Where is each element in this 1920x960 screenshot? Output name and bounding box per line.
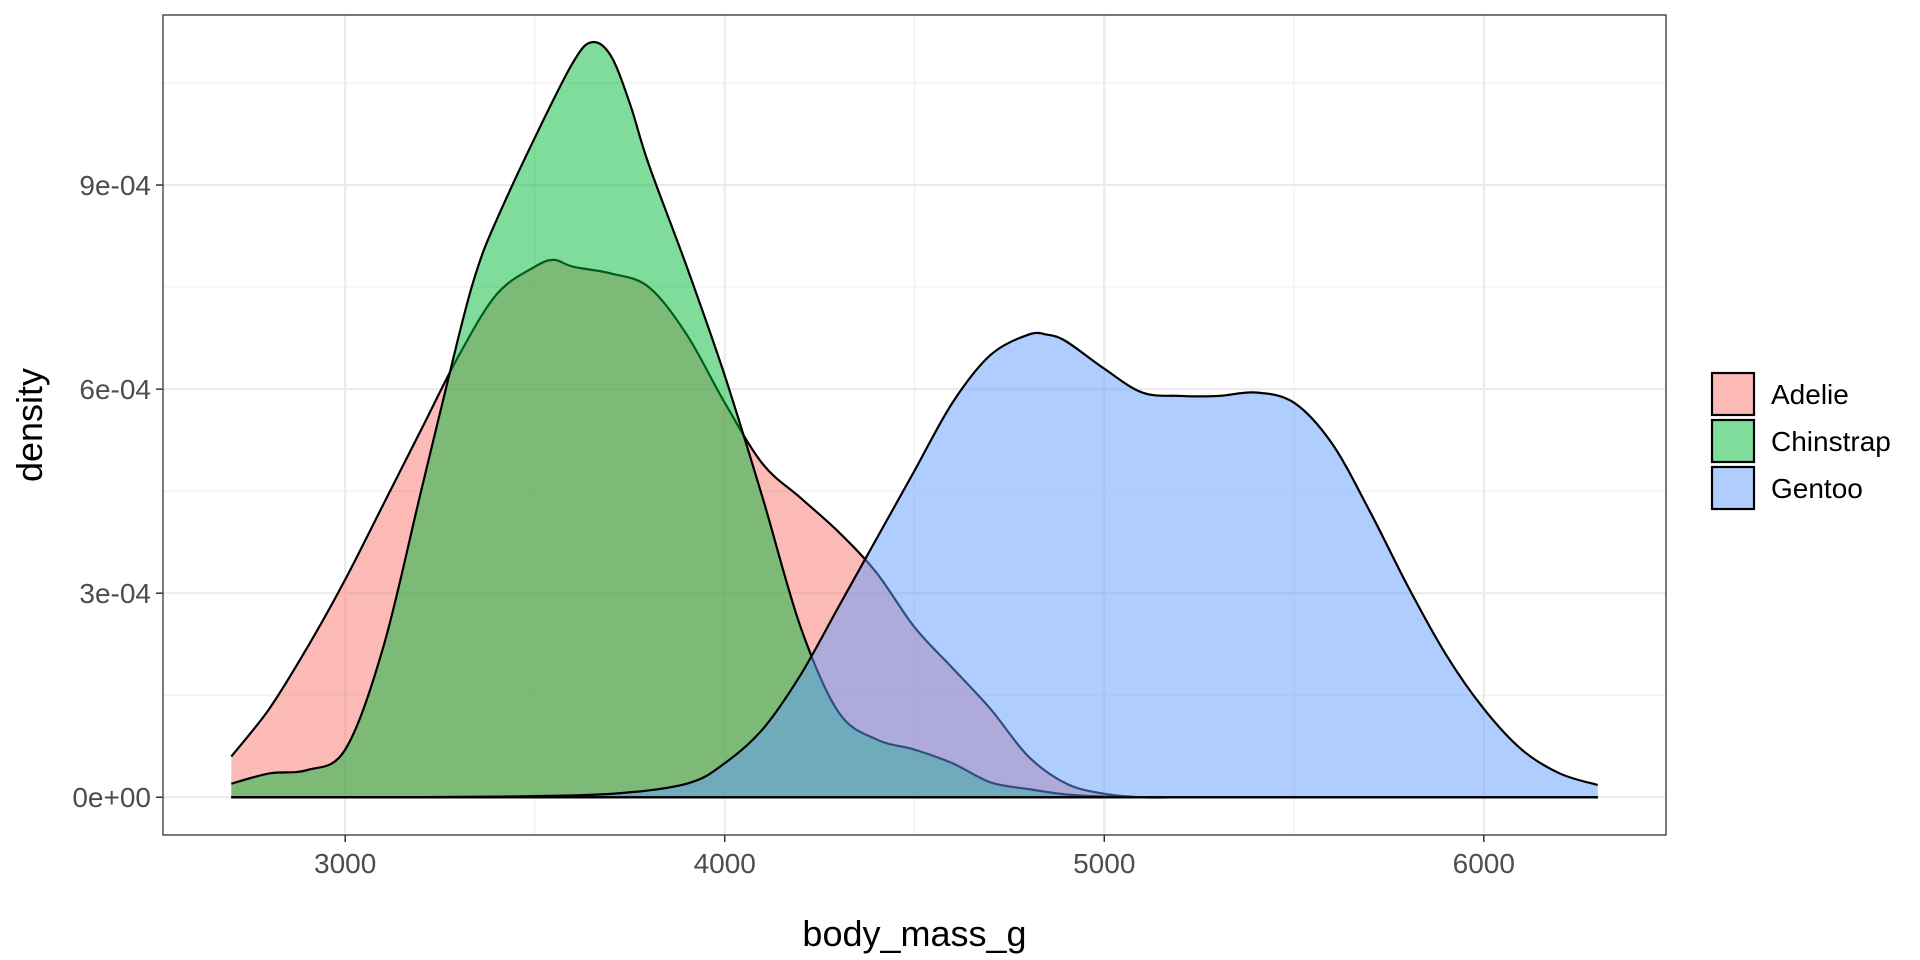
density-line-gentoo bbox=[231, 331, 1598, 799]
legend-swatch-adelie bbox=[1710, 371, 1756, 417]
y-tick-label: 9e-04 bbox=[79, 170, 151, 201]
y-tick-label: 3e-04 bbox=[79, 578, 151, 609]
x-axis-title: body_mass_g bbox=[802, 913, 1026, 954]
series-layer bbox=[230, 40, 1598, 799]
legend-label-gentoo: Gentoo bbox=[1771, 473, 1863, 504]
y-axis-title: density bbox=[9, 368, 50, 482]
x-tick-label: 6000 bbox=[1453, 848, 1515, 879]
legend-label-chinstrap: Chinstrap bbox=[1771, 426, 1891, 457]
density-area-gentoo bbox=[231, 332, 1598, 798]
y-tick-label: 6e-04 bbox=[79, 374, 151, 405]
legend-label-adelie: Adelie bbox=[1771, 379, 1849, 410]
legend-swatch-gentoo bbox=[1710, 465, 1756, 511]
density-area-chinstrap bbox=[231, 42, 1598, 798]
panel-border bbox=[162, 14, 1667, 836]
axis-layer: 3000 4000 5000 6000 0e+00 3e-04 6e-04 9e-04 bbox=[72, 170, 1515, 879]
x-tick-label: 3000 bbox=[314, 848, 376, 879]
x-tick-label: 4000 bbox=[694, 848, 756, 879]
x-tick-label: 5000 bbox=[1073, 848, 1135, 879]
legend: Adelie Chinstrap Gentoo bbox=[1710, 371, 1891, 511]
legend-swatch-chinstrap bbox=[1710, 418, 1756, 464]
y-tick-label: 0e+00 bbox=[72, 782, 151, 813]
